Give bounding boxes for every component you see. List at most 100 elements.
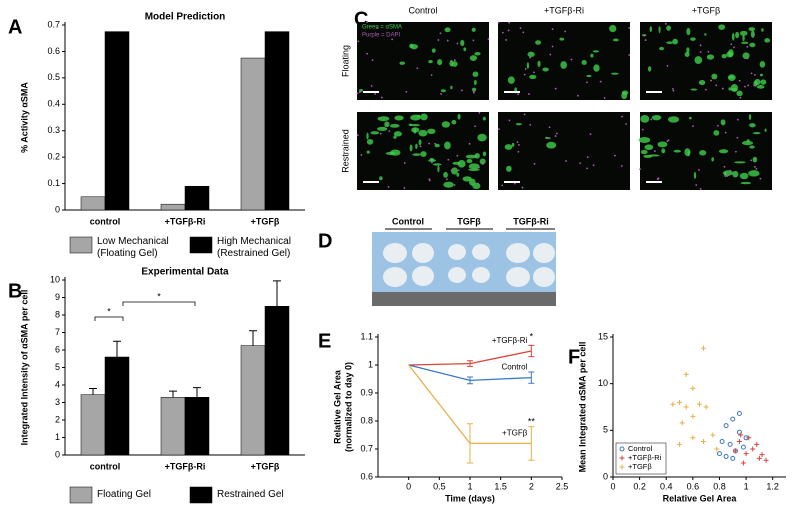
nucleus [698, 169, 700, 171]
cell [418, 129, 428, 137]
cell [684, 148, 691, 157]
cell [468, 163, 480, 170]
column-label: +TGFβ [692, 5, 720, 15]
cell [529, 74, 537, 80]
nucleus [704, 88, 707, 91]
cell [431, 48, 436, 53]
cell [728, 76, 734, 79]
cell [465, 154, 478, 159]
y-tick-label: 6 [55, 344, 60, 354]
cell [379, 176, 383, 181]
cell [399, 61, 406, 65]
cell [370, 131, 380, 135]
nucleus [391, 38, 394, 41]
cell [415, 143, 418, 149]
nucleus [699, 44, 702, 47]
nucleus [474, 125, 476, 128]
cell [730, 87, 738, 92]
nucleus [730, 43, 733, 46]
nucleus [430, 74, 433, 76]
bar [160, 203, 186, 211]
cell [759, 73, 763, 77]
nucleus [759, 177, 762, 180]
legend-label: High Mechanical (Restrained Gel) [217, 236, 291, 259]
cell [451, 167, 458, 175]
cell [609, 25, 617, 33]
y-tick-label: 4 [55, 379, 60, 389]
point [677, 441, 683, 447]
nucleus [428, 179, 431, 182]
nucleus [405, 90, 408, 93]
cell [742, 34, 745, 42]
series-label: Control [502, 363, 528, 372]
cell [394, 115, 404, 121]
nucleus [519, 27, 522, 29]
nucleus [478, 111, 481, 114]
cell [451, 119, 457, 125]
micrograph [357, 22, 489, 100]
cell [752, 156, 758, 163]
cell [474, 52, 481, 56]
error-bar [528, 371, 535, 384]
chart-title: Model Prediction [145, 12, 226, 23]
point [754, 441, 760, 447]
cell [657, 141, 668, 148]
y-tick-label: 15 [598, 331, 608, 341]
nucleus [403, 187, 406, 189]
point [730, 455, 736, 461]
legend-label: +TGFβ [628, 462, 652, 471]
cell [718, 24, 726, 30]
cell [718, 149, 729, 154]
cell [511, 142, 515, 147]
cell [666, 41, 674, 44]
cell [704, 33, 707, 36]
nucleus [603, 97, 606, 99]
cell [666, 25, 671, 31]
nucleus [476, 182, 479, 185]
ruler [372, 292, 556, 306]
nucleus [513, 182, 516, 185]
nucleus [366, 52, 369, 55]
bar [184, 185, 210, 211]
annotation: * [157, 291, 161, 301]
nucleus [472, 90, 475, 93]
cell [409, 124, 421, 127]
row-label: Floating [340, 45, 350, 77]
nucleus [710, 79, 712, 82]
point [700, 345, 706, 351]
cell [592, 50, 600, 53]
nucleus [753, 84, 756, 87]
error-bar [528, 426, 535, 461]
cell [640, 149, 648, 155]
cell [711, 73, 718, 80]
x-tick-label: 1.2 [766, 481, 779, 491]
cell [612, 38, 619, 42]
x-axis-label: Time (days) [445, 493, 495, 503]
nucleus [666, 140, 669, 143]
y-tick-label: 2 [55, 414, 60, 424]
cell [443, 181, 454, 188]
cell [444, 27, 451, 33]
nucleus [746, 57, 749, 60]
y-tick-label: 7 [55, 327, 60, 337]
nucleus [533, 162, 536, 165]
bar [104, 356, 130, 456]
nucleus [570, 58, 573, 61]
nucleus [481, 163, 484, 165]
nucleus [721, 87, 724, 90]
cell [713, 130, 720, 136]
point [716, 451, 722, 457]
gels [383, 243, 555, 287]
nucleus [715, 84, 718, 87]
legend-marker [619, 446, 625, 452]
cell [457, 113, 461, 120]
point [710, 432, 716, 438]
nucleus [529, 124, 532, 126]
bar [80, 394, 106, 456]
error-bar [467, 423, 473, 464]
point [683, 404, 689, 410]
nucleus [735, 150, 737, 153]
nucleus [657, 177, 660, 180]
cell [450, 85, 453, 90]
nucleus [620, 165, 623, 167]
